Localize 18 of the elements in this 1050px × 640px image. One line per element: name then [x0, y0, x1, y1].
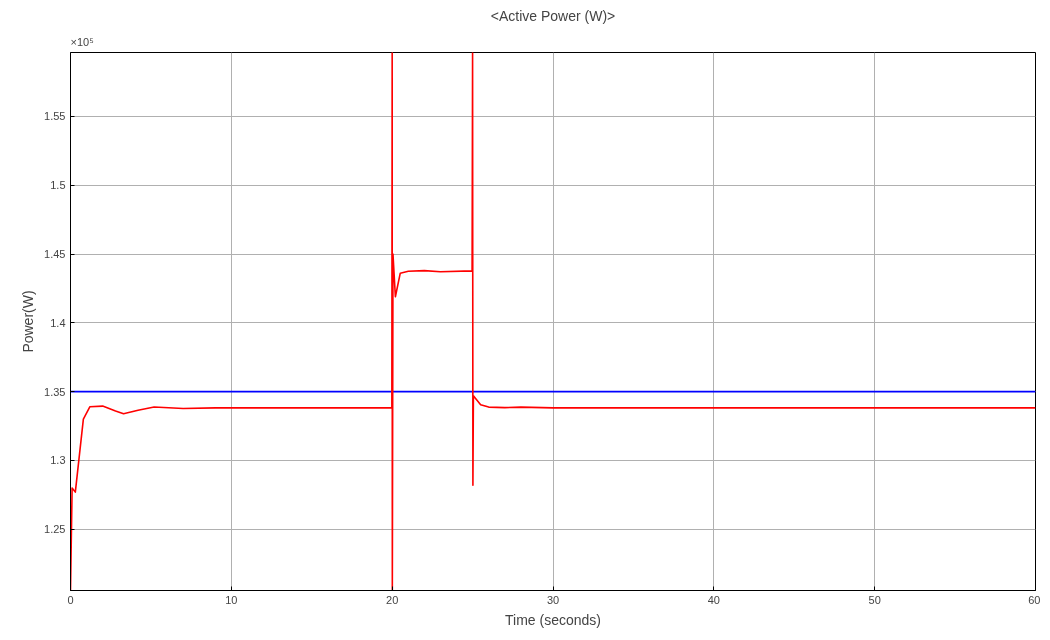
y-tick-label: 1.45	[44, 248, 66, 261]
y-tick-label: 1.25	[44, 523, 66, 536]
text: ×10⁵	[70, 35, 94, 48]
x-axis-title: Time (seconds)	[505, 611, 601, 628]
y-tick-label: 1.3	[50, 454, 66, 467]
x-tick-label: 30	[546, 593, 560, 606]
y-tick-label: 1.5	[50, 179, 66, 192]
x-tick-label: 60	[1028, 593, 1041, 606]
y-tick-label: 1.35	[44, 385, 66, 398]
y-axis-title: Power(W)	[20, 290, 37, 353]
chart-title: <Active Power (W)>	[490, 7, 616, 24]
y-tick-label: 1.4	[50, 316, 66, 329]
x-tick-label: 20	[386, 593, 399, 606]
x-tick-label: 40	[707, 593, 720, 606]
x-tick-label: 10	[225, 593, 238, 606]
y-tick-label: 1.55	[44, 110, 66, 123]
x-tick-label: 50	[868, 593, 881, 606]
x-tick-label: 0	[67, 593, 74, 606]
